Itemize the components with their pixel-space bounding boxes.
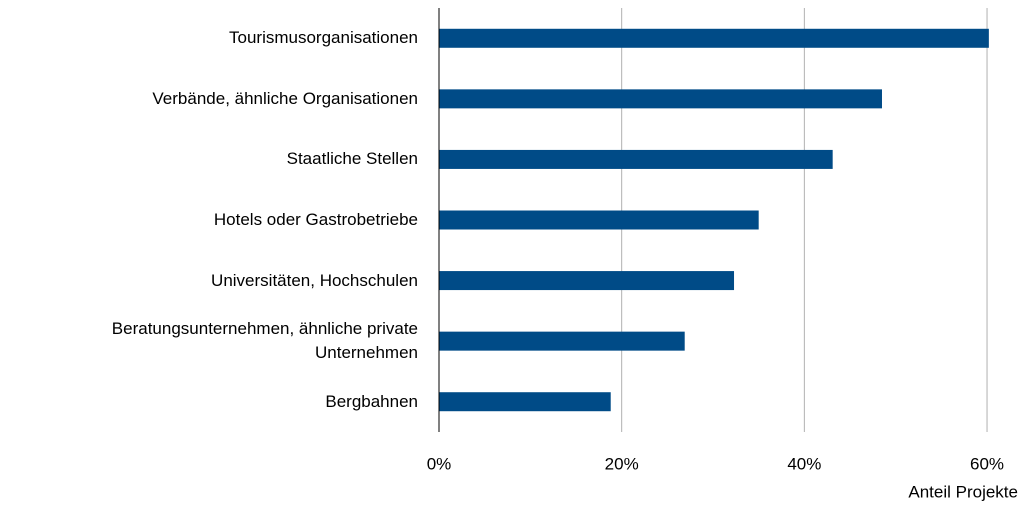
bar bbox=[439, 331, 685, 351]
bar bbox=[439, 89, 882, 109]
x-tick-label: 20% bbox=[605, 454, 639, 473]
x-tick-label: 0% bbox=[427, 454, 452, 473]
y-tick-label: Tourismusorganisationen bbox=[229, 28, 418, 48]
bar bbox=[439, 392, 611, 412]
y-tick-label: Staatliche Stellen bbox=[286, 149, 418, 169]
bar bbox=[439, 210, 759, 230]
bar bbox=[439, 271, 735, 291]
x-tick-label: 60% bbox=[970, 454, 1004, 473]
bar bbox=[439, 28, 989, 48]
x-axis-label: Anteil Projekte bbox=[908, 482, 1018, 501]
x-tick-label: 40% bbox=[787, 454, 821, 473]
y-tick-label: Verbände, ähnliche Organisationen bbox=[152, 88, 418, 108]
y-tick-label: Hotels oder Gastrobetriebe bbox=[213, 210, 418, 229]
y-tick-label: Universitäten, Hochschulen bbox=[211, 270, 418, 290]
y-tick-label: Beratungsunternehmen, ähnliche private U… bbox=[111, 319, 418, 363]
y-tick-label: Bergbahnen bbox=[325, 391, 418, 411]
bar bbox=[439, 149, 833, 169]
